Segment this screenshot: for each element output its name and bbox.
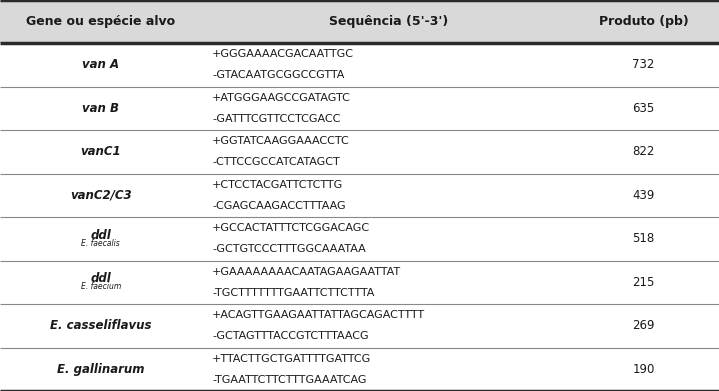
Text: vanC2/C3: vanC2/C3	[70, 189, 132, 202]
Text: van A: van A	[82, 58, 119, 71]
Text: +GGTATCAAGGAAACCTC: +GGTATCAAGGAAACCTC	[212, 136, 350, 146]
Text: +GCCACTATTTCTCGGACAGC: +GCCACTATTTCTCGGACAGC	[212, 223, 370, 233]
Text: ddl: ddl	[91, 229, 111, 242]
Text: E. gallinarum: E. gallinarum	[57, 363, 145, 376]
Text: 822: 822	[632, 145, 655, 158]
Text: Sequência (5'-3'): Sequência (5'-3')	[329, 15, 448, 28]
Text: -GCTAGTTTACCGTCTTTAACG: -GCTAGTTTACCGTCTTTAACG	[212, 331, 369, 341]
Text: E. faecalis: E. faecalis	[81, 239, 120, 248]
Text: ddl: ddl	[91, 272, 111, 285]
Text: Produto (pb): Produto (pb)	[599, 15, 688, 28]
Text: E. casseliflavus: E. casseliflavus	[50, 319, 152, 332]
Text: -TGAATTCTTCTTTGAAATCAG: -TGAATTCTTCTTTGAAATCAG	[212, 375, 367, 385]
Text: 518: 518	[633, 232, 654, 245]
Text: +GGGAAAACGACAATTGC: +GGGAAAACGACAATTGC	[212, 49, 354, 59]
Text: -GATTTCGTTCCTCGACC: -GATTTCGTTCCTCGACC	[212, 114, 341, 124]
Text: vanC1: vanC1	[81, 145, 121, 158]
Text: 439: 439	[632, 189, 655, 202]
Bar	[0, 43, 719, 391]
Text: -GTACAATGCGGCCGTTA: -GTACAATGCGGCCGTTA	[212, 70, 344, 80]
Text: -GCTGTCCCTTTGGCAAATAA: -GCTGTCCCTTTGGCAAATAA	[212, 244, 366, 254]
Text: 635: 635	[633, 102, 654, 115]
Text: 215: 215	[632, 276, 655, 289]
Text: -TGCTTTTTTTGAATTCTTCTTTA: -TGCTTTTTTTGAATTCTTCTTTA	[212, 288, 375, 298]
Text: Gene ou espécie alvo: Gene ou espécie alvo	[26, 15, 175, 28]
Bar	[0, 0, 719, 43]
Text: +TTACTTGCTGATTTTGATTCG: +TTACTTGCTGATTTTGATTCG	[212, 354, 371, 364]
Text: 732: 732	[632, 58, 655, 71]
Text: E. faecium: E. faecium	[81, 282, 121, 291]
Text: +ATGGGAAGCCGATAGTC: +ATGGGAAGCCGATAGTC	[212, 93, 351, 103]
Text: van B: van B	[82, 102, 119, 115]
Text: +CTCCTACGATTCTCTTG: +CTCCTACGATTCTCTTG	[212, 180, 344, 190]
Text: 190: 190	[632, 363, 655, 376]
Text: +GAAAAAAAACAATAGAAGAATTAT: +GAAAAAAAACAATAGAAGAATTAT	[212, 267, 401, 277]
Text: +ACAGTTGAAGAATTATTAGCAGACTTTT: +ACAGTTGAAGAATTATTAGCAGACTTTT	[212, 310, 425, 320]
Text: 269: 269	[632, 319, 655, 332]
Text: -CGAGCAAGACCTTTAAG: -CGAGCAAGACCTTTAAG	[212, 201, 346, 211]
Text: -CTTCCGCCATCATAGCT: -CTTCCGCCATCATAGCT	[212, 157, 340, 167]
